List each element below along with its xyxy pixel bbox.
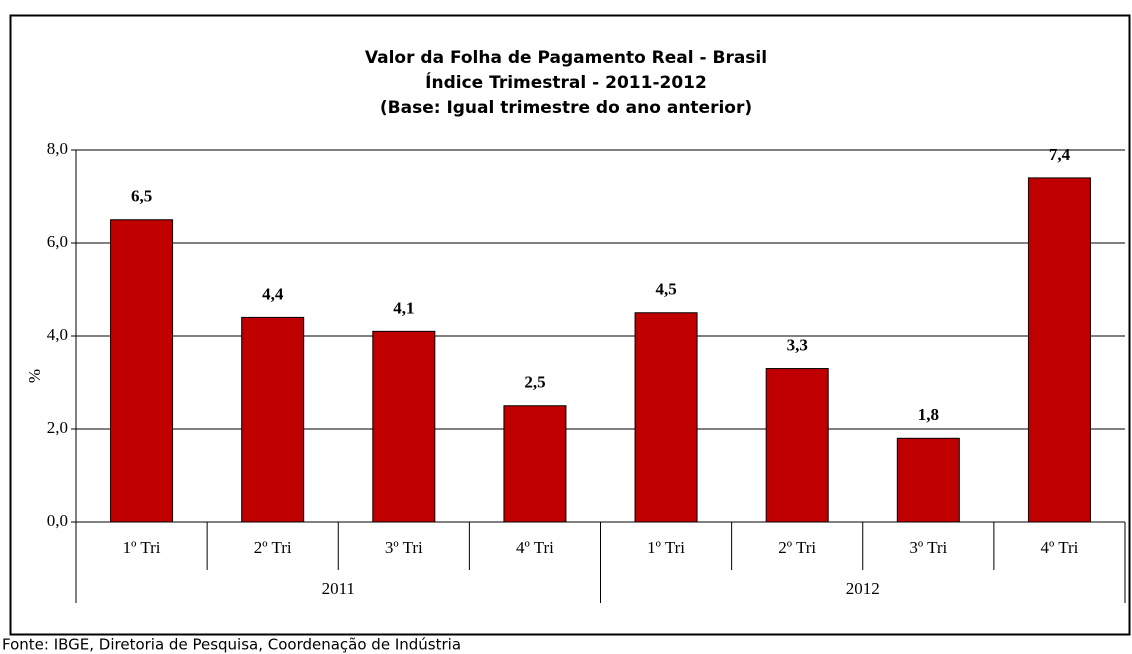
x-tick-label: 2º Tri	[778, 538, 816, 557]
y-tick-label: 0,0	[47, 511, 68, 530]
y-axis-label: %	[25, 369, 44, 383]
value-label: 3,3	[787, 335, 808, 354]
x-tick-label: 4º Tri	[516, 538, 554, 557]
bar	[765, 368, 829, 523]
y-tick-label: 4,0	[47, 325, 68, 344]
chart-title: (Base: Igual trimestre do ano anterior)	[380, 98, 752, 118]
x-tick-label: 2º Tri	[254, 538, 292, 557]
bar	[896, 437, 960, 523]
group-label: 2011	[322, 579, 355, 598]
x-tick-label: 4º Tri	[1040, 538, 1078, 557]
value-label: 6,5	[131, 187, 152, 206]
chart-title: Índice Trimestral - 2011-2012	[425, 71, 707, 93]
value-label: 4,4	[262, 284, 284, 303]
group-label: 2012	[846, 579, 880, 598]
y-tick-label: 8,0	[47, 139, 68, 158]
bar	[110, 219, 174, 523]
x-tick-label: 1º Tri	[123, 538, 161, 557]
x-tick-label: 3º Tri	[385, 538, 423, 557]
x-tick-label: 1º Tri	[647, 538, 685, 557]
value-label: 7,4	[1049, 145, 1071, 164]
bar	[634, 312, 698, 523]
bar	[372, 330, 436, 523]
value-label: 4,1	[393, 298, 414, 317]
bar	[1027, 177, 1091, 523]
y-tick-label: 6,0	[47, 232, 68, 251]
value-label: 4,5	[655, 280, 676, 299]
value-label: 2,5	[524, 373, 545, 392]
y-tick-label: 2,0	[47, 418, 68, 437]
chart-title: Valor da Folha de Pagamento Real - Brasi…	[365, 48, 767, 68]
source: Fonte: IBGE, Diretoria de Pesquisa, Coor…	[2, 636, 461, 654]
frame	[9, 14, 1131, 636]
bar	[241, 316, 305, 523]
x-tick-label: 3º Tri	[909, 538, 947, 557]
value-label: 1,8	[918, 405, 939, 424]
bar	[503, 405, 567, 523]
